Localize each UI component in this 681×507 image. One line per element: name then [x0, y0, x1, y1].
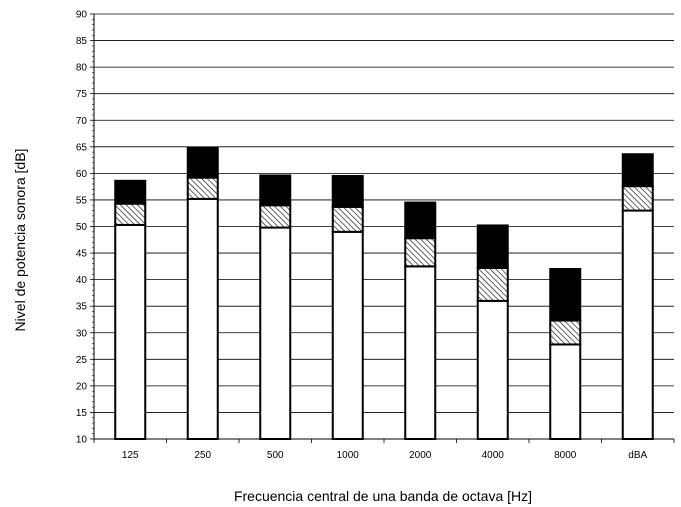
y-tick-labels: 10 15 20 25 30 35 40 45 50 55 60 65 70 75 80 85 90	[76, 10, 88, 446]
y-tick-label: 40	[76, 275, 88, 286]
bar-segment-hatched	[186, 176, 219, 200]
y-tick-label: 60	[76, 169, 88, 180]
axes	[90, 13, 675, 443]
bar-segment-top	[621, 153, 654, 188]
y-tick-label: 65	[76, 142, 88, 153]
y-tick-label: 90	[76, 10, 88, 21]
y-tick-label: 45	[76, 249, 88, 260]
bar-segment-base	[476, 299, 509, 440]
y-tick-label: 35	[76, 302, 88, 313]
bar-segment-top	[186, 146, 219, 179]
x-tick-label: dBA	[628, 450, 647, 461]
bar-segment-top	[476, 224, 509, 269]
bar-segment-top	[549, 268, 582, 322]
bar-segment-hatched	[259, 204, 292, 229]
bar-segment-base	[186, 197, 219, 440]
x-tick-label: 4000	[482, 450, 505, 461]
x-tick-label: 8000	[554, 450, 577, 461]
x-tick-label: 500	[267, 450, 284, 461]
x-axis-title: Frecuencia central de una banda de octav…	[234, 488, 532, 504]
bar-segment-top	[331, 175, 364, 208]
x-tick-label: 250	[194, 450, 211, 461]
bar-segment-base	[259, 226, 292, 440]
bar-segment-top	[404, 201, 437, 240]
bar-segment-hatched	[621, 185, 654, 212]
bars	[114, 146, 654, 440]
x-tick-labels: 125 250 500 1000 2000 4000 8000 dBA	[122, 450, 648, 461]
bar-segment-hatched	[114, 202, 147, 226]
bar-segment-hatched	[476, 266, 509, 302]
y-tick-label: 70	[76, 116, 88, 127]
bar-segment-base	[549, 343, 582, 440]
y-tick-label: 55	[76, 195, 88, 206]
y-tick-label: 80	[76, 63, 88, 74]
y-tick-label: 30	[76, 328, 88, 339]
bar-segment-hatched	[404, 237, 437, 268]
y-tick-label: 50	[76, 222, 88, 233]
bar-segment-top	[259, 174, 292, 207]
y-tick-label: 20	[76, 381, 88, 392]
y-tick-label: 25	[76, 355, 88, 366]
bar-segment-base	[114, 223, 147, 440]
bar-segment-top	[114, 179, 147, 205]
bar-segment-hatched	[331, 205, 364, 233]
gridlines	[94, 13, 674, 440]
y-tick-label: 75	[76, 89, 88, 100]
bar-segment-base	[621, 209, 654, 440]
y-axis-title: Nivel de potencia sonora [dB]	[12, 149, 28, 332]
x-tick-label: 1000	[337, 450, 360, 461]
y-tick-label: 15	[76, 408, 88, 419]
y-tick-label: 10	[76, 435, 88, 446]
bar-segment-base	[331, 230, 364, 440]
x-tick-label: 125	[122, 450, 139, 461]
y-tick-label: 85	[76, 36, 88, 47]
x-tick-label: 2000	[409, 450, 432, 461]
bar-segment-hatched	[549, 319, 582, 346]
bar-segment-base	[404, 265, 437, 440]
